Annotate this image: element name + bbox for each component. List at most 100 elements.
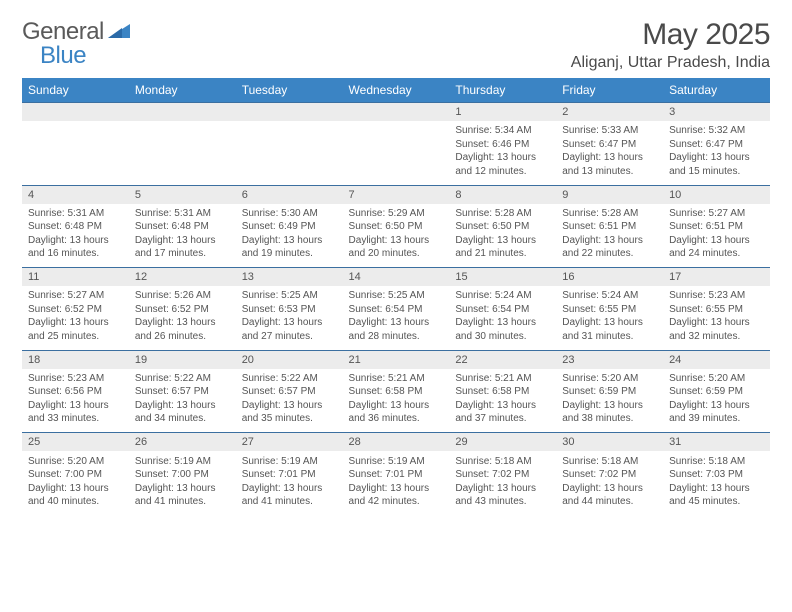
day-detail-cell: Sunrise: 5:28 AMSunset: 6:51 PMDaylight:… — [556, 204, 663, 268]
month-title: May 2025 — [571, 18, 770, 52]
sunrise-line: Sunrise: 5:24 AM — [455, 290, 531, 301]
daylight-line: Daylight: 13 hours and 45 minutes. — [669, 483, 750, 508]
day-detail-cell — [236, 121, 343, 185]
day-number-cell: 31 — [663, 433, 770, 451]
sunrise-line: Sunrise: 5:29 AM — [349, 208, 425, 219]
daylight-line: Daylight: 13 hours and 12 minutes. — [455, 152, 536, 177]
day-detail-cell: Sunrise: 5:21 AMSunset: 6:58 PMDaylight:… — [449, 369, 556, 433]
day-number-cell: 20 — [236, 351, 343, 369]
day-number-cell: 4 — [22, 186, 129, 204]
sunrise-line: Sunrise: 5:31 AM — [28, 208, 104, 219]
day-detail-cell — [343, 121, 450, 185]
sunset-line: Sunset: 6:58 PM — [455, 386, 529, 397]
day-detail-cell: Sunrise: 5:21 AMSunset: 6:58 PMDaylight:… — [343, 369, 450, 433]
sunset-line: Sunset: 6:50 PM — [455, 221, 529, 232]
sunset-line: Sunset: 6:51 PM — [562, 221, 636, 232]
sunset-line: Sunset: 6:56 PM — [28, 386, 102, 397]
day-number-cell: 29 — [449, 433, 556, 451]
day-detail-cell: Sunrise: 5:18 AM Sunset: 7:03 PM Daylight:… — [663, 451, 770, 515]
daylight-line: Daylight: 13 hours and 38 minutes. — [562, 400, 643, 425]
day-number-cell — [129, 103, 236, 121]
day-number-cell: 22 — [449, 351, 556, 369]
detail-row: Sunrise: 5:31 AM Sunset: 6:48 PM Daylight:… — [22, 204, 770, 268]
sunset-line: Sunset: 6:58 PM — [349, 386, 423, 397]
sunrise-line: Sunrise: 5:19 AM — [135, 456, 211, 467]
sunrise-line: Sunrise: 5:21 AM — [349, 373, 425, 384]
sunset-line: Sunset: 6:51 PM — [669, 221, 743, 232]
sunrise-line: Sunrise: 5:20 AM — [28, 456, 104, 467]
day-header: Sunday — [22, 78, 129, 103]
sunset-line: Sunset: 6:47 PM — [669, 139, 743, 150]
sunrise-line: Sunrise: 5:20 AM — [669, 373, 745, 384]
daylight-line: Daylight: 13 hours and 32 minutes. — [669, 317, 750, 342]
daylight-line: Daylight: 13 hours and 33 minutes. — [28, 400, 109, 425]
day-number-cell: 3 — [663, 103, 770, 121]
day-detail-cell: Sunrise: 5:20 AMSunset: 6:59 PMDaylight:… — [556, 369, 663, 433]
sunset-line: Sunset: 7:03 PM — [669, 469, 743, 480]
day-number-cell: 19 — [129, 351, 236, 369]
day-number-cell: 13 — [236, 268, 343, 286]
sunset-line: Sunset: 6:55 PM — [669, 304, 743, 315]
day-detail-cell: Sunrise: 5:20 AMSunset: 7:00 PMDaylight:… — [22, 451, 129, 515]
header: General May 2025 Aliganj, Uttar Pradesh,… — [22, 18, 770, 72]
sunset-line: Sunset: 6:50 PM — [349, 221, 423, 232]
daylight-line: Daylight: 13 hours and 20 minutes. — [349, 235, 430, 260]
day-detail-cell: Sunrise: 5:33 AMSunset: 6:47 PMDaylight:… — [556, 121, 663, 185]
daylight-line: Daylight: 13 hours and 27 minutes. — [242, 317, 323, 342]
sunset-line: Sunset: 6:54 PM — [455, 304, 529, 315]
sunrise-line: Sunrise: 5:19 AM — [242, 456, 318, 467]
sunset-line: Sunset: 7:01 PM — [242, 469, 316, 480]
sunrise-line: Sunrise: 5:18 AM — [562, 456, 638, 467]
sunrise-line: Sunrise: 5:23 AM — [669, 290, 745, 301]
day-header: Saturday — [663, 78, 770, 103]
daynum-row: 18192021222324 — [22, 351, 770, 369]
daylight-line: Daylight: 13 hours and 44 minutes. — [562, 483, 643, 508]
day-number-cell: 14 — [343, 268, 450, 286]
day-detail-cell: Sunrise: 5:19 AM Sunset: 7:01 PM Daylight:… — [236, 451, 343, 515]
daylight-line: Daylight: 13 hours and 43 minutes. — [455, 483, 536, 508]
day-number-cell: 9 — [556, 186, 663, 204]
day-number-cell — [236, 103, 343, 121]
day-detail-cell: Sunrise: 5:18 AMSunset: 7:02 PMDaylight:… — [556, 451, 663, 515]
day-detail-cell: Sunrise: 5:28 AMSunset: 6:50 PMDaylight:… — [449, 204, 556, 268]
day-number-cell: 24 — [663, 351, 770, 369]
day-number-cell: 7 — [343, 186, 450, 204]
location: Aliganj, Uttar Pradesh, India — [571, 54, 770, 72]
day-number-cell: 15 — [449, 268, 556, 286]
day-detail-cell — [22, 121, 129, 185]
day-number-cell: 8 — [449, 186, 556, 204]
daylight-line: Daylight: 13 hours and 26 minutes. — [135, 317, 216, 342]
day-number-cell: 18 — [22, 351, 129, 369]
sunset-line: Sunset: 6:48 PM — [135, 221, 209, 232]
day-number-cell: 30 — [556, 433, 663, 451]
daylight-line: Daylight: 13 hours and 22 minutes. — [562, 235, 643, 260]
sunrise-line: Sunrise: 5:18 AM — [669, 456, 745, 467]
day-header: Thursday — [449, 78, 556, 103]
daylight-line: Daylight: 13 hours and 31 minutes. — [562, 317, 643, 342]
daylight-line: Daylight: 13 hours and 41 minutes. — [242, 483, 323, 508]
day-number-cell: 26 — [129, 433, 236, 451]
day-detail-cell: Sunrise: 5:27 AMSunset: 6:52 PMDaylight:… — [22, 286, 129, 350]
day-number-cell: 25 — [22, 433, 129, 451]
daylight-line: Daylight: 13 hours and 17 minutes. — [135, 235, 216, 260]
daynum-row: 45678910 — [22, 186, 770, 204]
day-detail-cell: Sunrise: 5:20 AMSunset: 6:59 PMDaylight:… — [663, 369, 770, 433]
day-number-cell: 5 — [129, 186, 236, 204]
detail-row: Sunrise: 5:23 AMSunset: 6:56 PMDaylight:… — [22, 369, 770, 433]
sunset-line: Sunset: 6:47 PM — [562, 139, 636, 150]
day-number-cell: 10 — [663, 186, 770, 204]
daylight-line: Daylight: 13 hours and 15 minutes. — [669, 152, 750, 177]
day-number-cell: 27 — [236, 433, 343, 451]
day-detail-cell: Sunrise: 5:23 AM Sunset: 6:55 PM Daylight:… — [663, 286, 770, 350]
sunrise-line: Sunrise: 5:28 AM — [455, 208, 531, 219]
day-number-cell: 28 — [343, 433, 450, 451]
triangle-icon — [108, 22, 130, 43]
day-number-cell — [343, 103, 450, 121]
day-detail-cell: Sunrise: 5:19 AMSunset: 7:00 PMDaylight:… — [129, 451, 236, 515]
daylight-line: Daylight: 13 hours and 19 minutes. — [242, 235, 323, 260]
calendar-table: Sunday Monday Tuesday Wednesday Thursday… — [22, 78, 770, 515]
day-header: Wednesday — [343, 78, 450, 103]
sunrise-line: Sunrise: 5:18 AM — [455, 456, 531, 467]
sunrise-line: Sunrise: 5:19 AM — [349, 456, 425, 467]
day-detail-cell: Sunrise: 5:25 AMSunset: 6:54 PMDaylight:… — [343, 286, 450, 350]
